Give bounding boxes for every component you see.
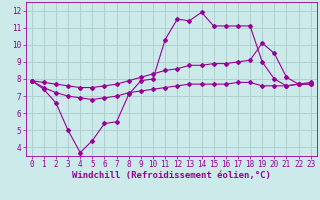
X-axis label: Windchill (Refroidissement éolien,°C): Windchill (Refroidissement éolien,°C) <box>72 171 271 180</box>
